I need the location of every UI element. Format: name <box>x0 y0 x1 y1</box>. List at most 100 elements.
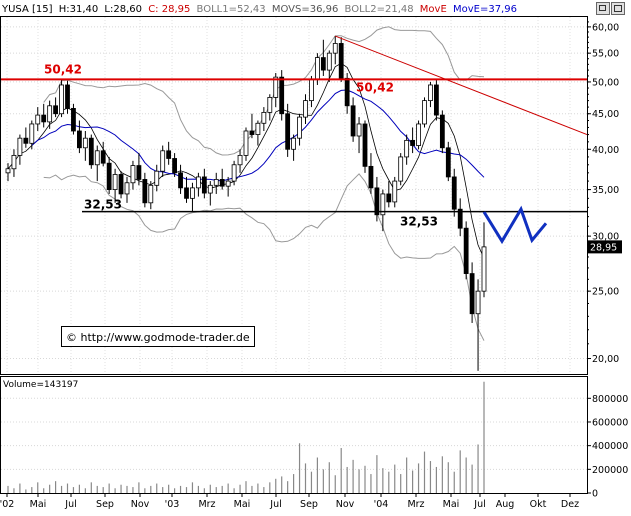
candle <box>267 94 273 121</box>
candle-body-up <box>380 193 386 216</box>
candle-body-down <box>23 137 29 144</box>
candle-body-up <box>309 78 314 102</box>
volume-label: Volume <box>3 380 37 390</box>
candle <box>201 168 207 199</box>
time-tick-label: '03 <box>165 499 180 510</box>
candle <box>350 97 356 142</box>
candle <box>11 149 17 177</box>
candle-body-down <box>249 130 255 135</box>
candle <box>59 79 64 118</box>
volume-tick-label: 0 <box>592 489 598 500</box>
candle <box>154 164 160 192</box>
candle-body-up <box>35 114 41 125</box>
header-close: C: 28,95 <box>148 4 190 15</box>
price-levels: 50,42 50,42 32,53 32,53 <box>1 35 588 229</box>
candle-body-up <box>392 180 398 203</box>
volume-tick-label: 200000 <box>592 465 628 476</box>
candle <box>422 97 427 128</box>
price-axis: 20,00 25,00 30,00 35,00 40,00 45,00 50,00 55,00… <box>587 21 622 365</box>
time-tick-label: Jul <box>269 499 281 510</box>
last-price-label: 28,95 <box>590 242 617 253</box>
candle-body-up <box>82 137 88 149</box>
price-tick-label: 60,00 <box>592 22 619 33</box>
price-tick-label: 40,00 <box>592 145 619 156</box>
candle-body-down <box>88 137 94 166</box>
candle <box>82 130 88 161</box>
time-tick-label: Jul <box>473 499 485 510</box>
candle-body-down <box>368 165 374 189</box>
price-tick-label: 45,00 <box>592 109 619 120</box>
candle-body-down <box>457 208 463 229</box>
time-tick-label: Jul <box>64 499 76 510</box>
last-price-box <box>588 240 622 254</box>
candle-body-up <box>267 97 273 113</box>
time-tick-label: Sep <box>300 499 318 510</box>
time-tick-label: Aug <box>496 499 515 510</box>
candle-body-down <box>219 179 225 187</box>
candle <box>124 176 130 203</box>
maximize-button[interactable] <box>611 2 625 15</box>
candle-body-down <box>469 273 475 315</box>
candle-body-up <box>356 123 362 137</box>
candle <box>445 141 451 182</box>
candle-body-up <box>398 156 404 182</box>
candle <box>338 37 344 82</box>
candle-body-up <box>29 123 35 144</box>
candle-body-down <box>320 57 326 71</box>
candle-body-up <box>124 182 130 195</box>
price-panel <box>0 16 588 375</box>
resistance-label-right: 50,42 <box>356 80 394 94</box>
candle <box>410 127 416 154</box>
candle <box>255 120 261 146</box>
price-tick-label: 20,00 <box>592 354 619 365</box>
candle <box>17 134 23 165</box>
candle-body-down <box>386 193 392 203</box>
candle-body-up <box>481 246 487 292</box>
candle-body-up <box>5 168 11 174</box>
volume-axis: 0 200000 400000 600000 800000 <box>587 394 628 500</box>
maximize-icon <box>614 5 622 12</box>
candle <box>463 221 469 280</box>
candle-body-up <box>225 180 231 187</box>
candle-body-down <box>433 84 439 116</box>
candle <box>433 80 439 121</box>
candle <box>237 149 243 173</box>
descending-trendline <box>335 35 588 136</box>
candle-body-up <box>17 137 23 156</box>
candle <box>332 36 338 65</box>
candle <box>374 176 380 222</box>
candle-body-up <box>148 184 154 204</box>
time-tick-label: Nov <box>131 499 150 510</box>
candle <box>475 279 481 371</box>
candle-body-down <box>410 139 416 146</box>
candle <box>380 189 386 232</box>
candle-body-up <box>112 174 118 190</box>
volume-tick-label: 600000 <box>592 417 628 428</box>
candle-body-down <box>445 147 451 178</box>
candle <box>428 81 433 108</box>
candle <box>451 168 457 217</box>
time-tick-label: Okt <box>530 499 547 510</box>
time-tick-label: '02 <box>0 499 14 510</box>
candle-body-down <box>338 43 344 79</box>
candle <box>53 97 58 118</box>
header-move-value: MovE=37,96 <box>453 4 517 15</box>
candle-body-up <box>130 165 136 184</box>
projection-zigzag <box>482 205 548 245</box>
candle-body-up <box>273 76 279 98</box>
candle <box>481 222 487 298</box>
candle-body-down <box>451 176 457 210</box>
candle-body-up <box>261 111 267 124</box>
candle <box>118 171 124 199</box>
restore-button[interactable] <box>596 2 610 15</box>
candle <box>469 262 475 323</box>
candle <box>303 94 308 124</box>
time-tick-label: Sep <box>96 499 114 510</box>
candle-body-up <box>422 100 427 125</box>
candle-body-down <box>65 84 70 109</box>
candle-body-down <box>178 172 183 189</box>
candle <box>88 134 94 169</box>
candle-body-down <box>136 165 142 180</box>
candle <box>326 50 332 82</box>
